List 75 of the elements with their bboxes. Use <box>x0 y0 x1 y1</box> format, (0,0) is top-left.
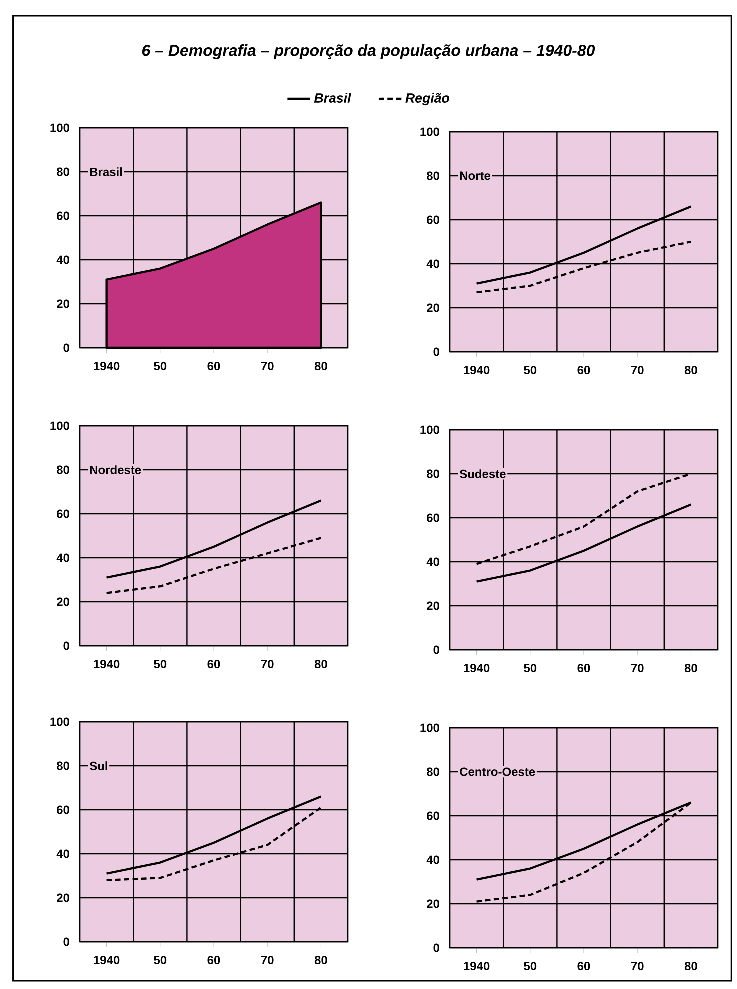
y-tick-label: 100 <box>420 128 440 136</box>
y-tick-label: 60 <box>57 806 70 814</box>
x-tick-label: 50 <box>524 366 537 375</box>
x-tick-label: 80 <box>684 962 698 971</box>
annotation: Brasil <box>90 168 122 176</box>
y-tick-label: 0 <box>434 646 440 654</box>
y-tick-label: 40 <box>56 850 70 858</box>
y-tick-label: 40 <box>56 554 70 562</box>
x-tick-label: 60 <box>578 664 590 673</box>
x-tick-label: 1940 <box>94 362 120 371</box>
x-tick-label: 80 <box>314 660 328 669</box>
x-tick-label: 70 <box>261 956 274 965</box>
x-tick-label: 50 <box>524 664 537 673</box>
y-tick-label: 60 <box>427 216 440 224</box>
y-tick-label: 20 <box>427 304 440 312</box>
text: 6 – Demografia – proporção da população urbana – 1940-80 <box>142 44 596 60</box>
y-tick-label: 100 <box>420 724 440 732</box>
y-tick-label: 20 <box>57 300 70 308</box>
x-tick-label: 1940 <box>94 660 120 669</box>
y-tick-label: 80 <box>426 768 440 776</box>
y-tick-label: 100 <box>50 422 70 430</box>
x-tick-label: 1940 <box>464 664 490 673</box>
x-tick-label: 70 <box>631 664 644 673</box>
y-tick-label: 40 <box>426 856 440 864</box>
y-tick-label: 40 <box>426 260 440 268</box>
x-tick-label: 50 <box>154 956 167 965</box>
y-tick-label: 20 <box>57 598 70 606</box>
legend-label: Região <box>406 93 450 106</box>
x-tick-label: 60 <box>208 660 220 669</box>
annotation: Centro-Oeste <box>460 768 536 776</box>
x-tick-label: 1940 <box>94 956 120 965</box>
y-tick-label: 60 <box>427 812 440 820</box>
y-tick-label: 40 <box>56 256 70 264</box>
x-tick-label: 50 <box>154 660 167 669</box>
y-tick-label: 0 <box>434 944 440 952</box>
y-tick-label: 0 <box>64 642 70 650</box>
y-tick-label: 0 <box>64 938 70 946</box>
y-tick-label: 100 <box>420 426 440 434</box>
x-tick-label: 70 <box>631 962 644 971</box>
y-tick-label: 60 <box>427 514 440 522</box>
y-tick-label: 100 <box>50 718 70 726</box>
y-tick-label: 20 <box>427 900 440 908</box>
annotation: Nordeste <box>90 466 142 474</box>
y-tick-label: 80 <box>56 466 70 474</box>
x-tick-label: 80 <box>684 366 698 375</box>
x-tick-label: 60 <box>208 362 220 371</box>
x-tick-label: 1940 <box>464 366 490 375</box>
y-tick-label: 0 <box>64 344 70 352</box>
y-tick-label: 100 <box>50 124 70 132</box>
x-tick-label: 50 <box>154 362 167 371</box>
legend-label: Brasil <box>314 93 352 103</box>
y-tick-label: 80 <box>426 470 440 478</box>
x-tick-label: 60 <box>578 962 590 971</box>
y-tick-label: 0 <box>434 348 440 356</box>
x-tick-label: 80 <box>684 664 698 673</box>
x-tick-label: 50 <box>524 962 537 971</box>
y-tick-label: 80 <box>56 168 70 176</box>
y-tick-label: 40 <box>426 558 440 566</box>
x-tick-label: 60 <box>578 366 590 375</box>
y-tick-label: 20 <box>427 602 440 610</box>
y-tick-label: 80 <box>426 172 440 180</box>
annotation: Sul <box>90 762 108 770</box>
y-tick-label: 60 <box>57 510 70 518</box>
x-tick-label: 70 <box>631 366 644 375</box>
annotation: Norte <box>460 172 491 180</box>
x-tick-label: 80 <box>314 956 328 965</box>
y-tick-label: 80 <box>56 762 70 770</box>
x-tick-label: 1940 <box>464 962 490 971</box>
annotation: Sudeste <box>460 470 506 478</box>
x-tick-label: 80 <box>314 362 328 371</box>
y-tick-label: 20 <box>57 894 70 902</box>
y-tick-label: 60 <box>57 212 70 220</box>
x-tick-label: 70 <box>261 362 274 371</box>
x-tick-label: 60 <box>208 956 220 965</box>
x-tick-label: 70 <box>261 660 274 669</box>
